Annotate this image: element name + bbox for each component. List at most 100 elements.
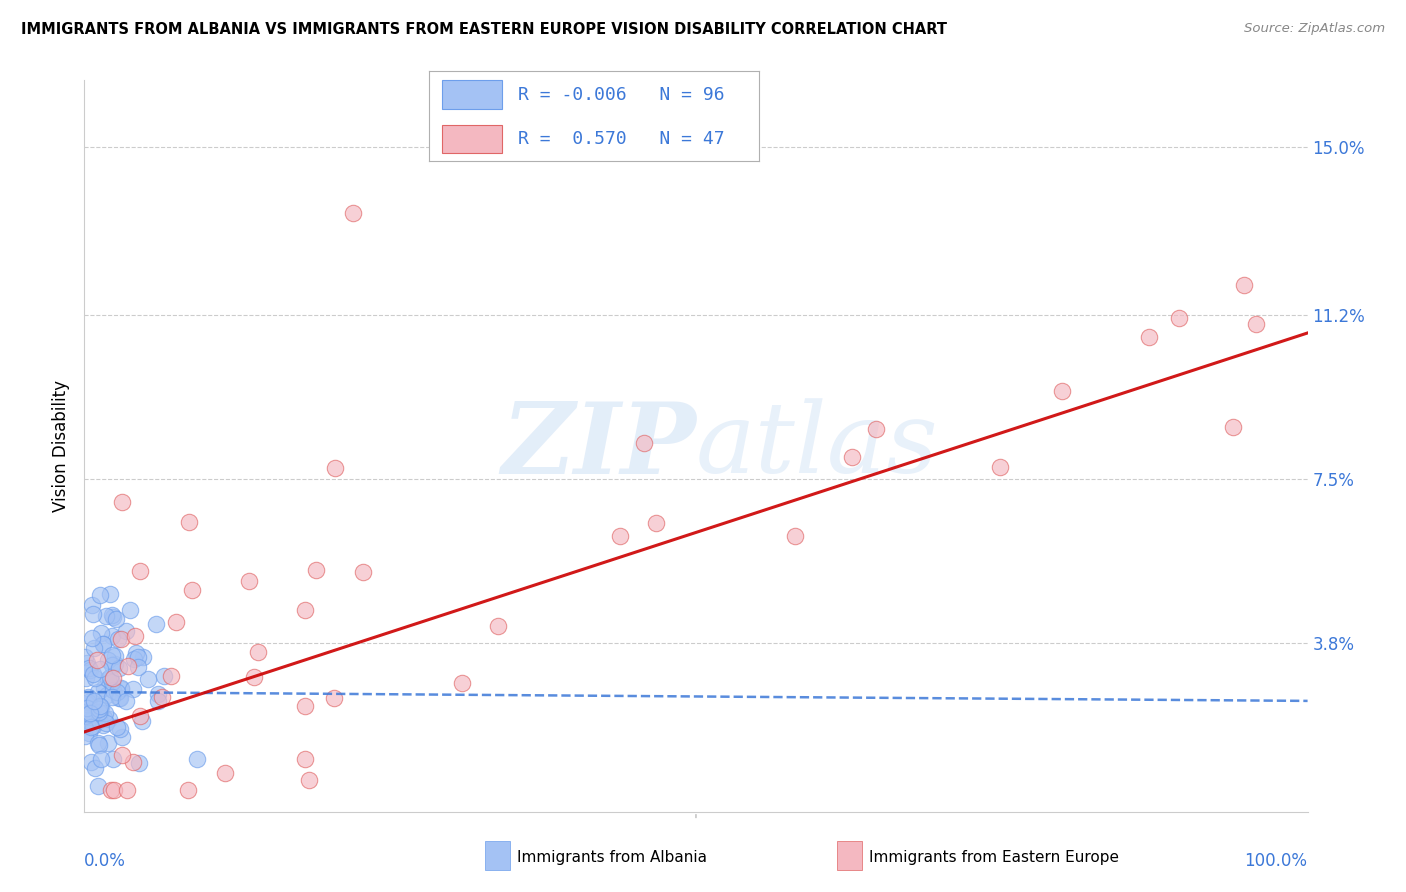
- Point: [129, 709, 152, 723]
- Point: [89, 699, 111, 714]
- Point: [79, 706, 101, 720]
- Point: [101, 683, 124, 698]
- Point: [94, 608, 117, 623]
- Point: [322, 690, 344, 705]
- Point: [186, 752, 208, 766]
- Point: [96, 688, 118, 702]
- Point: [108, 690, 131, 705]
- Point: [342, 206, 364, 220]
- FancyBboxPatch shape: [441, 80, 502, 109]
- Point: [84, 671, 107, 685]
- Point: [146, 687, 169, 701]
- Point: [105, 611, 128, 625]
- Point: [82, 695, 104, 709]
- Point: [132, 649, 155, 664]
- Point: [83, 640, 105, 655]
- Point: [82, 607, 104, 621]
- Point: [1233, 277, 1256, 292]
- Point: [77, 706, 100, 721]
- Point: [101, 690, 124, 705]
- Point: [165, 615, 187, 629]
- Point: [97, 736, 120, 750]
- Point: [177, 515, 200, 529]
- Point: [80, 632, 103, 646]
- Point: [841, 450, 863, 464]
- Point: [247, 645, 270, 659]
- Point: [865, 422, 887, 436]
- Point: [150, 690, 173, 705]
- Point: [129, 565, 152, 579]
- Point: [111, 748, 134, 763]
- Point: [1222, 419, 1244, 434]
- Point: [177, 782, 200, 797]
- Point: [98, 712, 121, 726]
- Text: Source: ZipAtlas.com: Source: ZipAtlas.com: [1244, 22, 1385, 36]
- Point: [128, 756, 150, 771]
- Text: 0.0%: 0.0%: [84, 852, 127, 870]
- Point: [89, 739, 111, 753]
- Point: [89, 705, 111, 719]
- Point: [90, 752, 112, 766]
- Point: [110, 632, 132, 647]
- Point: [294, 699, 316, 714]
- Point: [124, 629, 146, 643]
- Point: [101, 629, 124, 643]
- Point: [110, 681, 132, 695]
- Point: [121, 755, 143, 769]
- Point: [101, 648, 124, 662]
- Point: [77, 690, 100, 705]
- Point: [110, 681, 132, 696]
- Point: [89, 588, 111, 602]
- Point: [73, 708, 96, 723]
- Point: [104, 657, 127, 671]
- Point: [98, 669, 121, 683]
- Point: [100, 675, 122, 690]
- Point: [77, 661, 100, 675]
- Point: [79, 726, 101, 740]
- Point: [82, 719, 104, 733]
- Point: [111, 495, 134, 509]
- Point: [115, 694, 138, 708]
- Point: [75, 671, 97, 685]
- Point: [73, 729, 96, 743]
- Point: [96, 715, 118, 730]
- Text: R = -0.006   N = 96: R = -0.006 N = 96: [517, 86, 724, 103]
- Text: IMMIGRANTS FROM ALBANIA VS IMMIGRANTS FROM EASTERN EUROPE VISION DISABILITY CORR: IMMIGRANTS FROM ALBANIA VS IMMIGRANTS FR…: [21, 22, 948, 37]
- Point: [89, 701, 111, 715]
- Text: 100.0%: 100.0%: [1244, 852, 1308, 870]
- Point: [153, 669, 176, 683]
- Point: [294, 751, 316, 765]
- Point: [87, 736, 110, 750]
- Point: [79, 720, 101, 734]
- Point: [633, 436, 655, 450]
- Point: [988, 460, 1011, 475]
- Point: [127, 659, 149, 673]
- Point: [90, 700, 112, 714]
- Point: [91, 637, 114, 651]
- Text: Immigrants from Albania: Immigrants from Albania: [517, 850, 707, 865]
- Point: [146, 694, 169, 708]
- Point: [297, 773, 319, 788]
- Point: [103, 782, 125, 797]
- Point: [86, 653, 108, 667]
- Point: [83, 694, 105, 708]
- Point: [1137, 330, 1160, 344]
- Point: [121, 681, 143, 696]
- Text: Immigrants from Eastern Europe: Immigrants from Eastern Europe: [869, 850, 1119, 865]
- Point: [1052, 384, 1074, 398]
- Point: [783, 529, 806, 543]
- Point: [107, 632, 129, 646]
- Point: [115, 624, 138, 639]
- Point: [138, 673, 160, 687]
- Point: [305, 563, 328, 577]
- Point: [87, 780, 110, 794]
- Point: [108, 723, 131, 737]
- Point: [77, 714, 100, 729]
- Point: [91, 637, 114, 651]
- Point: [101, 752, 124, 766]
- Point: [105, 721, 128, 735]
- Point: [238, 574, 260, 588]
- Point: [104, 649, 127, 664]
- Point: [93, 710, 115, 724]
- Point: [73, 650, 96, 665]
